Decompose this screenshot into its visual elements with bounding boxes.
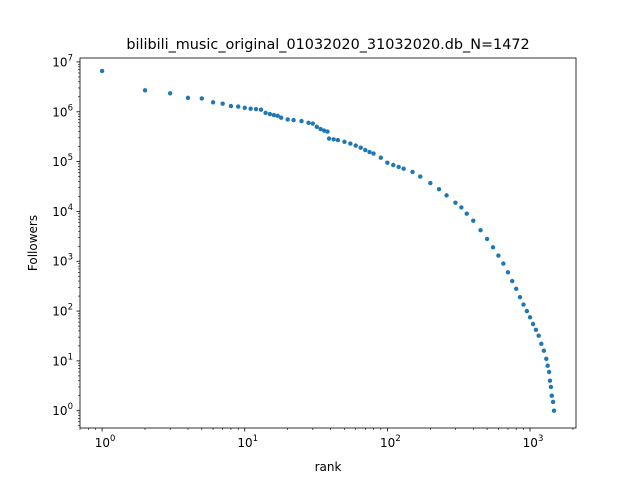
data-point bbox=[548, 384, 554, 390]
data-point bbox=[348, 141, 353, 146]
data-point bbox=[363, 147, 368, 153]
y-tick-label: 105 bbox=[52, 153, 73, 169]
data-point bbox=[291, 117, 296, 123]
data-point bbox=[278, 115, 284, 120]
data-point bbox=[501, 261, 506, 266]
data-point bbox=[490, 245, 496, 250]
data-point bbox=[484, 236, 490, 242]
y-tick-label: 103 bbox=[52, 253, 73, 269]
data-point bbox=[521, 302, 526, 307]
y-tick-label: 104 bbox=[52, 203, 73, 219]
data-point bbox=[242, 105, 247, 111]
data-point bbox=[517, 294, 523, 300]
data-point bbox=[453, 200, 458, 205]
data-point bbox=[258, 107, 264, 112]
data-point bbox=[285, 117, 290, 122]
data-point bbox=[99, 68, 105, 74]
data-point bbox=[306, 120, 311, 126]
data-point bbox=[541, 348, 547, 353]
data-point bbox=[505, 270, 511, 275]
data-point bbox=[220, 101, 225, 106]
data-point bbox=[436, 186, 442, 192]
data-point bbox=[545, 363, 550, 368]
data-point bbox=[530, 321, 536, 327]
data-point bbox=[331, 137, 336, 142]
data-point bbox=[248, 106, 253, 111]
data-point bbox=[536, 333, 541, 338]
data-point bbox=[314, 124, 319, 129]
data-point bbox=[326, 136, 332, 141]
data-point bbox=[318, 126, 323, 132]
data-point bbox=[142, 88, 148, 93]
data-point bbox=[385, 160, 390, 165]
data-point bbox=[228, 103, 234, 109]
data-point bbox=[444, 193, 449, 198]
data-point bbox=[546, 369, 552, 375]
data-point bbox=[335, 137, 341, 143]
y-tick-label: 106 bbox=[52, 103, 73, 119]
x-axis-label: rank bbox=[315, 460, 342, 474]
data-point bbox=[496, 253, 501, 258]
data-point bbox=[367, 149, 372, 155]
data-point bbox=[544, 356, 549, 362]
y-tick-label: 107 bbox=[52, 53, 73, 69]
data-point bbox=[267, 111, 273, 117]
data-point bbox=[358, 145, 363, 150]
y-tick-label: 101 bbox=[52, 352, 73, 368]
data-point bbox=[514, 286, 519, 291]
data-point bbox=[471, 218, 476, 223]
data-point bbox=[549, 393, 554, 398]
data-point bbox=[547, 378, 553, 383]
x-tick-label: 102 bbox=[380, 434, 401, 450]
data-point bbox=[524, 308, 530, 314]
data-point bbox=[418, 174, 423, 179]
data-point bbox=[253, 106, 259, 112]
data-point bbox=[378, 155, 384, 160]
y-tick-label: 100 bbox=[52, 402, 73, 418]
data-point bbox=[325, 129, 330, 134]
data-point bbox=[527, 315, 533, 320]
data-point bbox=[533, 327, 539, 333]
data-point bbox=[391, 162, 396, 168]
data-point bbox=[401, 166, 406, 171]
data-point bbox=[539, 341, 544, 347]
data-point bbox=[299, 118, 304, 124]
data-point bbox=[236, 104, 241, 109]
data-point bbox=[342, 139, 347, 144]
data-point bbox=[550, 399, 556, 405]
data-point bbox=[271, 112, 277, 118]
data-point bbox=[428, 180, 433, 186]
data-point bbox=[199, 96, 204, 101]
x-tick-label: 101 bbox=[237, 434, 258, 450]
data-point bbox=[510, 278, 515, 284]
data-point bbox=[396, 164, 401, 170]
scatter-points bbox=[99, 68, 557, 413]
data-point bbox=[263, 110, 268, 116]
data-point bbox=[353, 143, 358, 148]
data-point bbox=[464, 211, 469, 216]
data-point bbox=[321, 128, 327, 133]
data-point bbox=[210, 100, 216, 105]
x-tick-label: 100 bbox=[95, 434, 116, 450]
data-point bbox=[310, 121, 315, 126]
data-point bbox=[478, 227, 483, 233]
plot-area bbox=[79, 57, 577, 429]
data-point bbox=[275, 113, 280, 119]
data-point bbox=[551, 408, 557, 413]
x-axis-ticks: 100 101 102 103 bbox=[79, 428, 574, 450]
chart-title: bilibili_music_original_01032020_3103202… bbox=[126, 37, 529, 53]
data-point bbox=[371, 151, 376, 156]
y-tick-label: 102 bbox=[52, 303, 73, 319]
data-point bbox=[167, 91, 173, 96]
data-point bbox=[185, 95, 191, 101]
y-axis-ticks: 100 101 102 103 104 105 106 107 bbox=[52, 53, 80, 427]
y-axis-label: Followers bbox=[26, 215, 40, 271]
data-point bbox=[459, 205, 464, 210]
data-point bbox=[410, 169, 415, 175]
x-tick-label: 103 bbox=[523, 434, 544, 450]
